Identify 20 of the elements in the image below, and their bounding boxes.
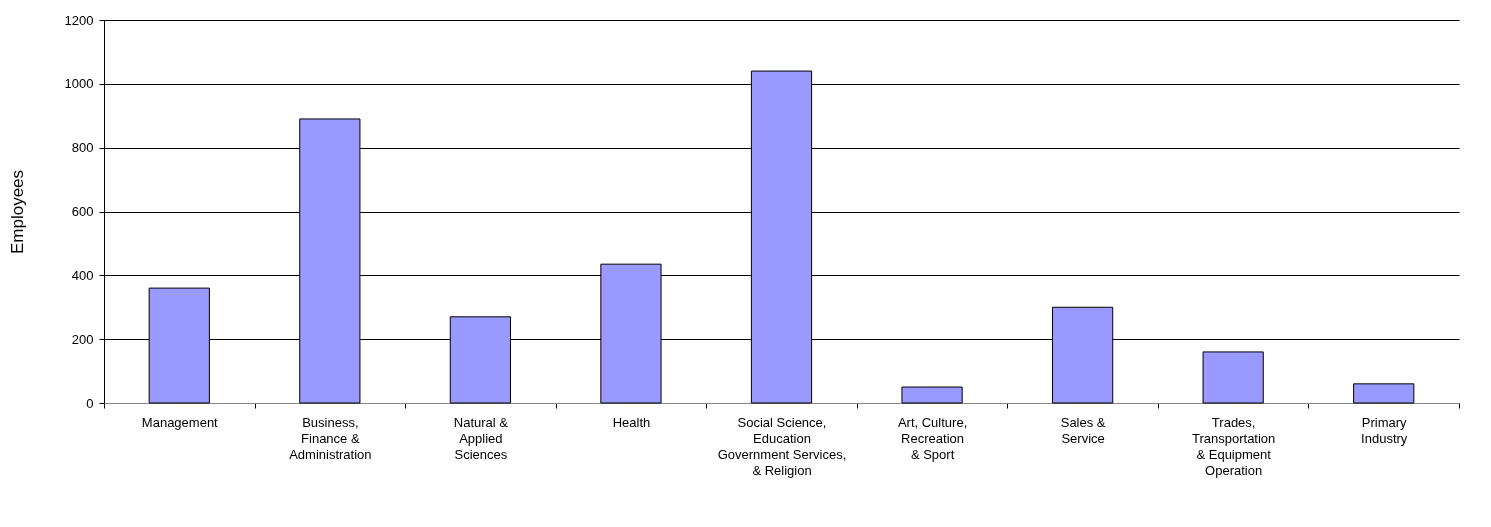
y-tick-label: 0 xyxy=(86,395,94,411)
x-tick-label: Primary Industry xyxy=(1361,414,1408,446)
x-tick-label: Social Science, Education Government Services, & Religion xyxy=(717,414,847,478)
y-axis-title: Employees xyxy=(7,169,27,255)
x-tick-label: Business, Finance & Administration xyxy=(289,414,372,462)
bar xyxy=(1202,351,1264,404)
x-tick-label: Natural & Applied Sciences xyxy=(453,414,509,462)
y-tick-label: 200 xyxy=(71,331,94,347)
y-tick-label: 1200 xyxy=(64,12,94,28)
x-tick-label: Management xyxy=(141,414,219,430)
y-tick-label: 800 xyxy=(71,140,94,156)
y-tick-label: 1000 xyxy=(64,76,94,92)
bar xyxy=(901,386,963,404)
x-tick-label: Trades, Transportation & Equipment Operation xyxy=(1191,414,1276,478)
x-tick-label: Art, Culture, Recreation & Sport xyxy=(897,414,968,462)
x-tick-label: Sales & Service xyxy=(1060,414,1106,446)
y-tick-label: 400 xyxy=(71,267,94,283)
x-tick-label: Health xyxy=(612,414,651,430)
bar xyxy=(1353,383,1415,404)
y-tick-label: 600 xyxy=(71,204,94,219)
